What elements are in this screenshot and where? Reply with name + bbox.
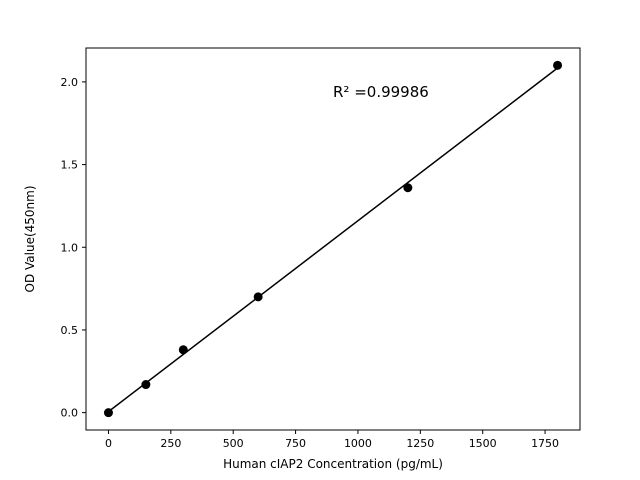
axes-spines xyxy=(85,47,581,431)
x-tick-label: 1250 xyxy=(406,437,434,450)
data-point xyxy=(553,60,563,70)
data-point xyxy=(403,183,413,193)
x-axis-label: Human cIAP2 Concentration (pg/mL) xyxy=(223,457,443,471)
x-tick-label: 1000 xyxy=(344,437,372,450)
y-tick-label: 0.5 xyxy=(61,324,79,337)
x-tick-label: 500 xyxy=(223,437,244,450)
y-tick-label: 2.0 xyxy=(61,76,79,89)
data-point xyxy=(103,408,113,418)
data-point xyxy=(141,380,151,390)
data-point xyxy=(178,345,188,355)
data-point xyxy=(253,292,263,302)
x-tick-label: 250 xyxy=(160,437,181,450)
x-tick-label: 1500 xyxy=(469,437,497,450)
y-tick-label: 1.0 xyxy=(61,241,79,254)
x-tick-label: 0 xyxy=(105,437,112,450)
x-tick-label: 750 xyxy=(285,437,306,450)
y-tick-label: 1.5 xyxy=(61,159,79,172)
y-axis-label: OD Value(450nm) xyxy=(23,185,37,292)
x-tick-label: 1750 xyxy=(531,437,559,450)
fit-line xyxy=(107,67,559,413)
y-tick-label: 0.0 xyxy=(61,407,79,420)
r-squared-annotation: R² =0.99986 xyxy=(333,83,429,101)
